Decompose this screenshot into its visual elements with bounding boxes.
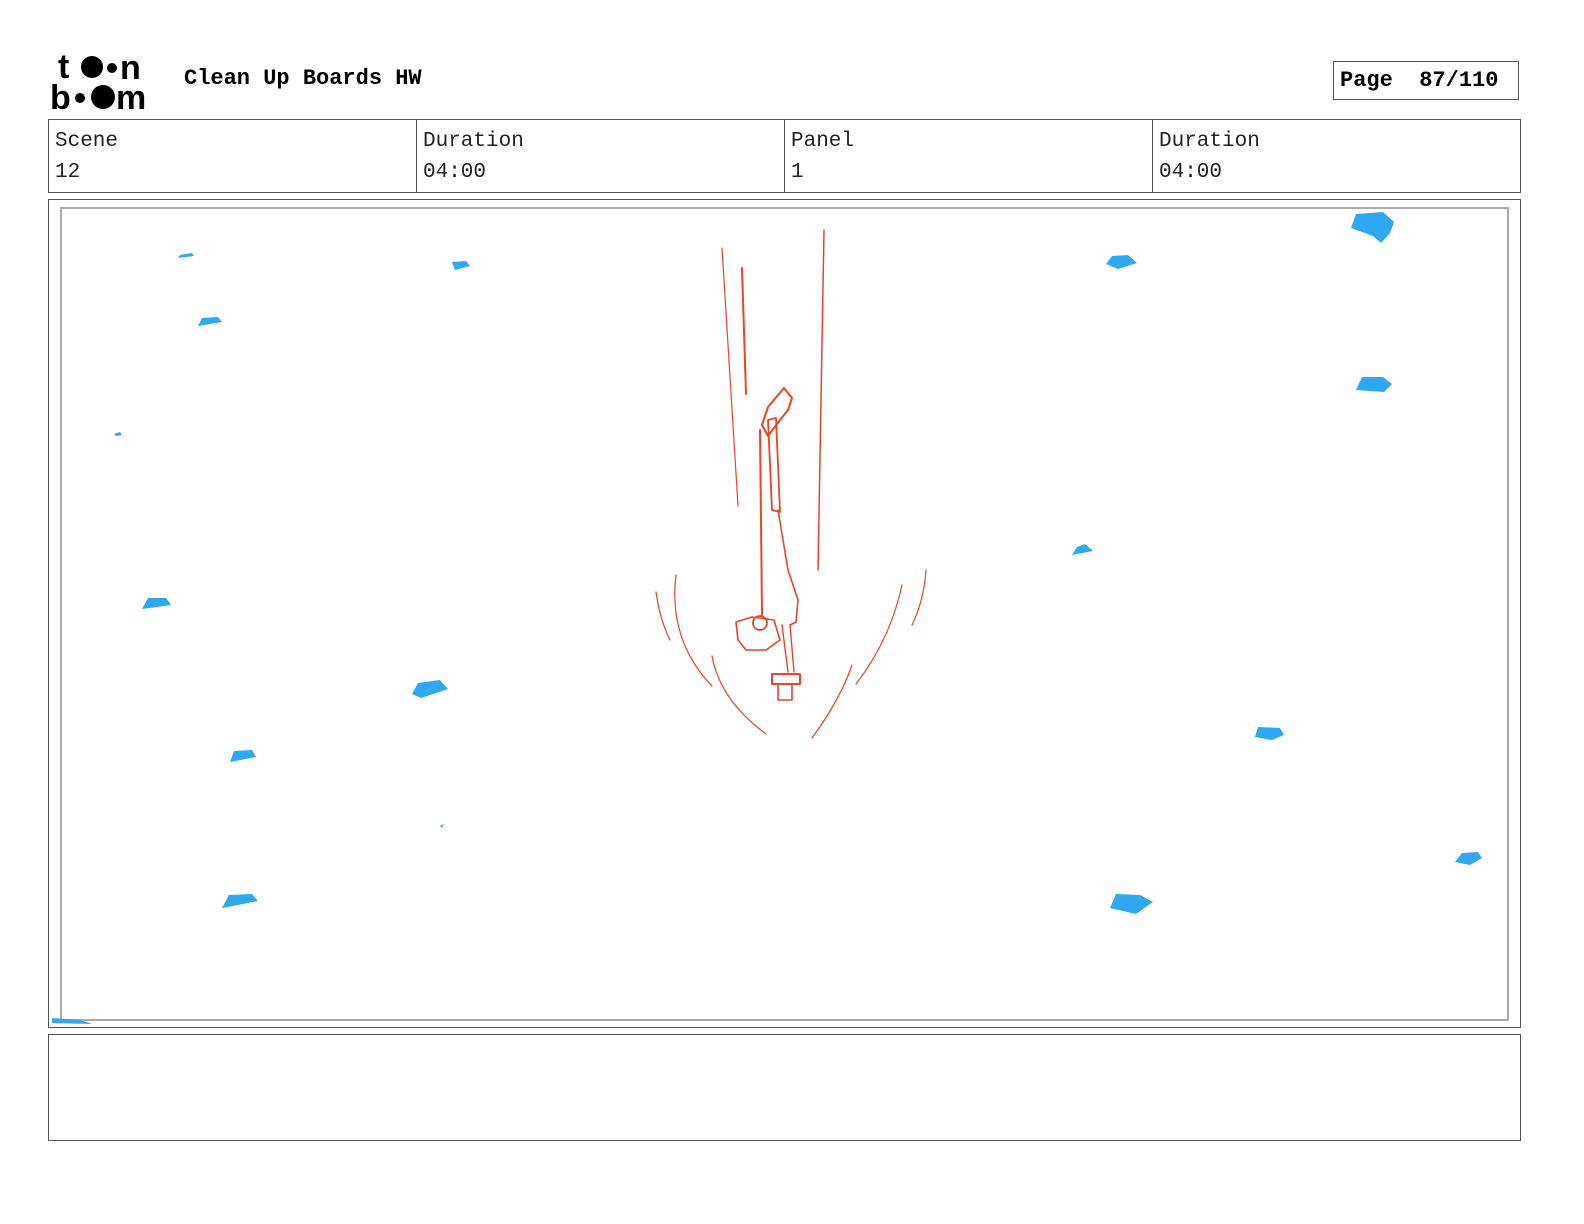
panel-duration-cell: Duration 04:00	[1153, 120, 1520, 192]
character-sketch	[655, 229, 927, 739]
camera-frame	[60, 207, 1509, 1021]
panel-label: Panel	[791, 130, 855, 153]
notes-box	[48, 1034, 1521, 1141]
scene-duration-cell: Duration 04:00	[417, 120, 785, 192]
scene-value: 12	[55, 161, 81, 184]
panel-duration-label: Duration	[1159, 130, 1260, 153]
scene-duration-label: Duration	[423, 130, 524, 153]
scene-cell: Scene 12	[49, 120, 417, 192]
page-value: 87/110	[1419, 68, 1499, 93]
storyboard-panel-frame	[48, 199, 1521, 1028]
svg-text:m: m	[116, 79, 146, 112]
board-title: Clean Up Boards HW	[184, 66, 422, 91]
toon-boom-logo: t n b m	[50, 50, 146, 112]
scene-duration-value: 04:00	[423, 161, 487, 184]
snow-flakes	[52, 212, 1482, 1024]
page-indicator: Page 87/110	[1333, 61, 1519, 100]
scene-label: Scene	[55, 130, 119, 153]
svg-text:b: b	[50, 79, 71, 112]
svg-text:t: t	[58, 50, 69, 86]
panel-value: 1	[791, 161, 804, 184]
panel-info-table: Scene 12 Duration 04:00 Panel 1 Duration…	[48, 119, 1521, 193]
panel-cell: Panel 1	[785, 120, 1153, 192]
svg-text:n: n	[120, 50, 141, 87]
panel-duration-value: 04:00	[1159, 161, 1223, 184]
page-label: Page	[1340, 68, 1393, 93]
